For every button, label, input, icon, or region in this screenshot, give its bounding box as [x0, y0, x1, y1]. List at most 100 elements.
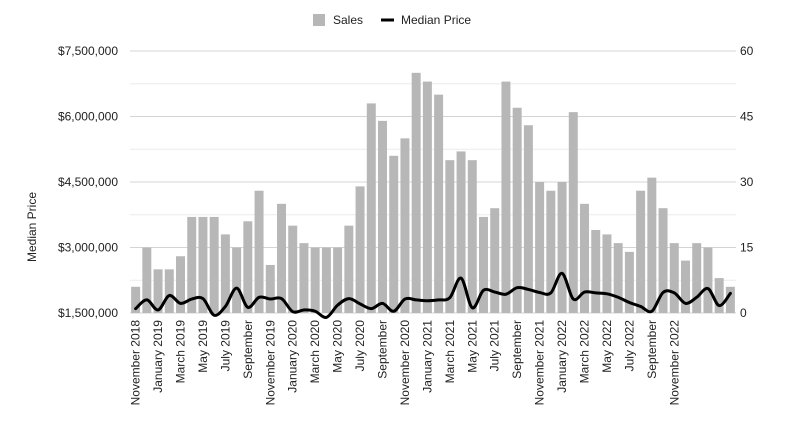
median-price-path [134, 271, 732, 319]
x-axis-tick-label: March 2021 [443, 320, 457, 384]
sales-bar [344, 225, 354, 313]
right-axis-tick-label: 0 [740, 306, 747, 320]
sales-bar [580, 203, 589, 313]
x-axis-tick-label: January 2019 [151, 320, 165, 393]
x-axis-tick-label: September [645, 320, 659, 379]
sales-bar [310, 247, 320, 313]
x-axis-tick-label: July 2022 [622, 320, 636, 372]
sales-bar [613, 243, 623, 313]
x-axis-tick-label: July 2021 [488, 320, 502, 372]
sales-bar [176, 256, 185, 313]
x-axis-tick-label: November 2020 [398, 320, 412, 406]
sales-bar [277, 203, 286, 313]
sales-bar [434, 94, 444, 314]
x-axis-tick-label: January 2021 [420, 320, 434, 393]
sales-bar [321, 247, 331, 313]
x-axis-tick-label: January 2022 [555, 320, 569, 393]
sales-bar [535, 182, 545, 313]
x-axis-tick-label: September [376, 320, 390, 379]
left-axis-tick-label: $7,500,000 [58, 44, 118, 58]
x-axis-tick-label: July 2019 [218, 320, 232, 372]
sales-bar [288, 225, 298, 313]
x-axis-tick-label: January 2020 [286, 320, 300, 393]
sales-bar [220, 234, 230, 313]
sales-bar [153, 269, 163, 313]
sales-bar [254, 190, 264, 313]
sales-bars [131, 72, 735, 314]
sales-bar [714, 278, 724, 313]
x-axis-tick-label: November 2018 [129, 320, 143, 406]
sales-bar [355, 186, 365, 313]
sales-bar [378, 120, 387, 313]
sales-bar [602, 234, 612, 313]
sales-bar [512, 107, 522, 314]
sales-bar [568, 112, 578, 313]
legend-label-median-price: Median Price [401, 13, 471, 27]
x-axis-tick-label: May 2020 [331, 320, 345, 373]
sales-bar [703, 247, 713, 313]
left-axis-tick-label: $3,000,000 [58, 241, 118, 255]
sales-bar [299, 243, 309, 313]
x-axis-tick-label: May 2021 [465, 320, 479, 373]
right-axis-ticks: 0 15 30 45 60 [740, 44, 754, 320]
sales-bar [658, 208, 668, 313]
sales-bar [366, 103, 376, 314]
x-axis-tick-label: May 2022 [600, 320, 614, 373]
sales-bar [209, 216, 219, 313]
right-axis-tick-label: 30 [740, 175, 754, 189]
median-price-line [134, 271, 732, 319]
sales-bar [557, 182, 567, 313]
sales-bar [669, 243, 679, 313]
sales-bar [456, 151, 466, 313]
sales-bar [389, 155, 399, 313]
legend-swatch-sales [313, 14, 325, 26]
sales-bar [681, 260, 690, 313]
sales-bar [411, 72, 421, 313]
sales-bar [445, 160, 455, 313]
sales-bar [636, 190, 646, 313]
x-axis-tick-label: March 2022 [578, 320, 592, 384]
x-axis-tick-label: November 2019 [263, 320, 277, 406]
legend: Sales Median Price [313, 13, 471, 27]
x-axis-ticks: November 2018 January 2019 March 2019 May 2… [129, 320, 682, 406]
x-axis-tick-label: September [510, 320, 524, 379]
x-axis-tick-label: November 2022 [667, 320, 681, 406]
sales-bar [243, 221, 253, 313]
sales-bar [591, 230, 601, 313]
sales-bar [624, 251, 634, 313]
sales-bar [131, 286, 141, 313]
gridlines [130, 50, 736, 314]
y-axis-title: Median Price [25, 192, 39, 262]
sales-bar [467, 160, 477, 313]
sales-bar [187, 216, 197, 313]
right-axis-tick-label: 60 [740, 44, 754, 58]
x-axis-tick-label: March 2020 [308, 320, 322, 384]
x-axis-tick-label: March 2019 [174, 320, 188, 384]
sales-bar [164, 269, 174, 313]
right-axis-tick-label: 45 [740, 110, 754, 124]
sales-bar [422, 81, 432, 313]
right-axis-tick-label: 15 [740, 241, 754, 255]
sales-bar [546, 190, 556, 313]
legend-label-sales: Sales [333, 13, 363, 27]
sales-bar [400, 138, 410, 313]
left-axis-tick-label: $4,500,000 [58, 175, 118, 189]
x-axis-tick-label: September [241, 320, 255, 379]
sales-bar [232, 247, 242, 313]
sales-bar [142, 247, 152, 313]
x-axis-tick-label: July 2020 [353, 320, 367, 372]
sales-bar [265, 264, 275, 313]
sales-bar [501, 81, 511, 313]
sales-bar [479, 216, 488, 313]
sales-bar [198, 216, 208, 313]
x-axis-tick-label: May 2019 [196, 320, 210, 373]
sales-bar [725, 286, 735, 313]
sales-bar [647, 177, 657, 313]
sales-bar [490, 208, 500, 313]
left-axis-tick-label: $6,000,000 [58, 110, 118, 124]
left-axis-tick-label: $1,500,000 [58, 306, 118, 320]
left-axis-ticks: $1,500,000 $3,000,000 $4,500,000 $6,000,000… [58, 44, 118, 320]
sales-bar [523, 125, 533, 313]
x-axis-tick-label: November 2021 [533, 320, 547, 406]
